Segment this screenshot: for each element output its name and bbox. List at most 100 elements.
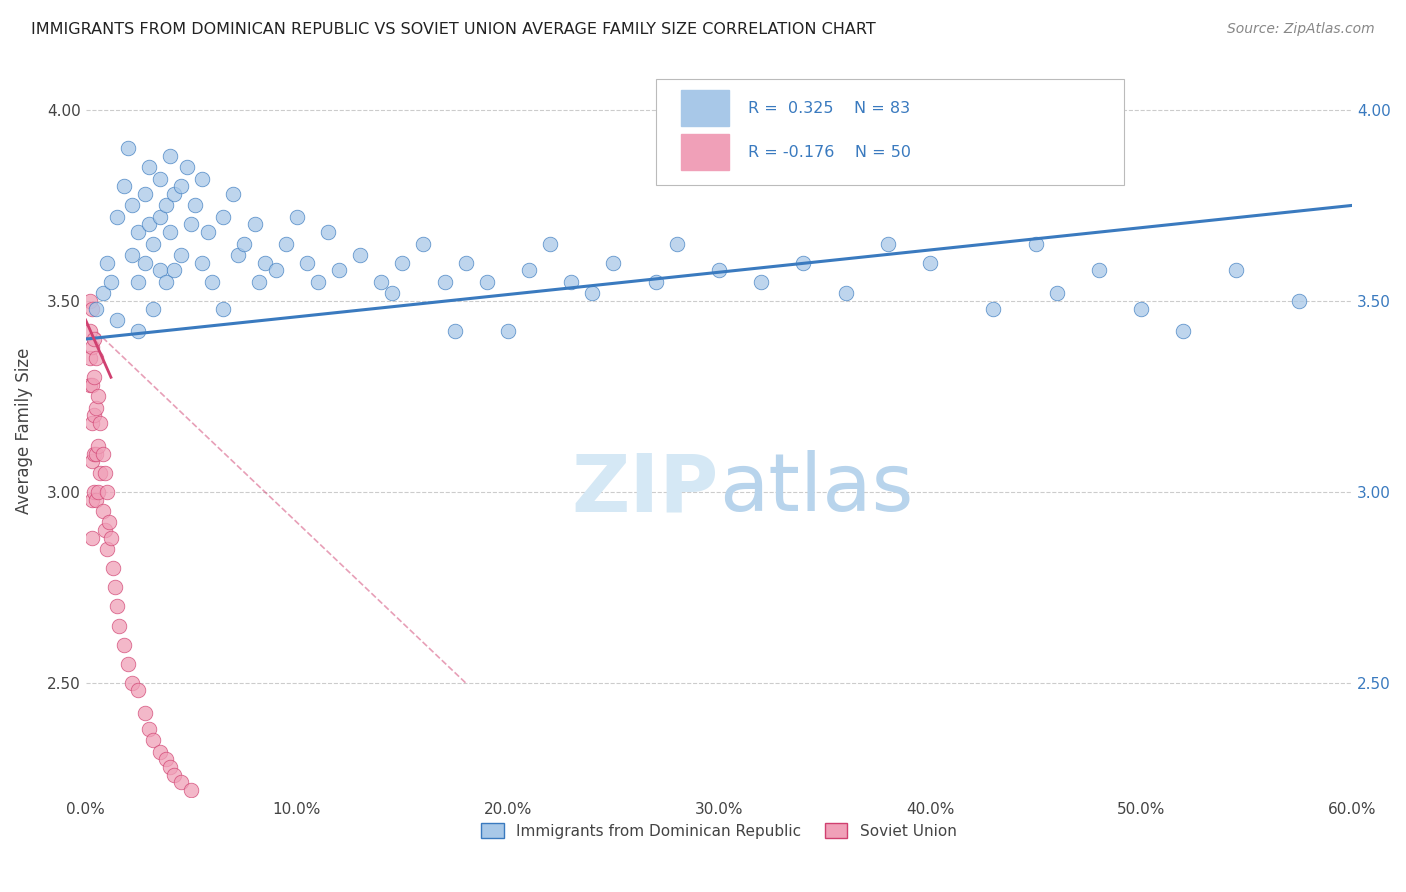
Point xyxy=(155,752,177,766)
Point xyxy=(876,236,898,251)
FancyBboxPatch shape xyxy=(655,78,1125,185)
Point xyxy=(918,255,941,269)
Point xyxy=(328,263,350,277)
Point xyxy=(121,198,143,212)
Point xyxy=(83,447,105,461)
Point xyxy=(163,767,186,781)
Point xyxy=(79,378,101,392)
Point xyxy=(83,484,105,499)
Point xyxy=(1025,236,1047,251)
Point xyxy=(159,225,181,239)
Point xyxy=(475,275,498,289)
Point xyxy=(602,255,624,269)
Point xyxy=(307,275,329,289)
Point xyxy=(84,401,107,415)
Point xyxy=(142,733,165,747)
Point xyxy=(163,263,186,277)
Bar xyxy=(681,135,730,169)
Point xyxy=(148,171,170,186)
Point xyxy=(538,236,561,251)
Point xyxy=(121,676,143,690)
Y-axis label: Average Family Size: Average Family Size xyxy=(15,348,32,514)
Point xyxy=(180,782,202,797)
Point xyxy=(1046,286,1069,301)
Point xyxy=(87,484,110,499)
Point xyxy=(84,447,107,461)
Point xyxy=(159,760,181,774)
Point xyxy=(84,351,107,366)
Text: IMMIGRANTS FROM DOMINICAN REPUBLIC VS SOVIET UNION AVERAGE FAMILY SIZE CORRELATI: IMMIGRANTS FROM DOMINICAN REPUBLIC VS SO… xyxy=(31,22,876,37)
Point xyxy=(254,255,277,269)
Point xyxy=(89,466,111,480)
Point xyxy=(80,301,103,316)
Point xyxy=(84,492,107,507)
Point xyxy=(91,286,114,301)
Point xyxy=(1288,293,1310,308)
Point xyxy=(134,706,156,721)
Point xyxy=(142,301,165,316)
Point xyxy=(169,248,191,262)
Point xyxy=(264,263,287,277)
Legend: Immigrants from Dominican Republic, Soviet Union: Immigrants from Dominican Republic, Sovi… xyxy=(475,816,963,845)
Point xyxy=(117,141,139,155)
Point xyxy=(91,504,114,518)
Point xyxy=(117,657,139,671)
Point xyxy=(89,416,111,430)
Point xyxy=(412,236,434,251)
Point xyxy=(184,198,207,212)
Point xyxy=(127,325,149,339)
Point xyxy=(79,325,101,339)
Point xyxy=(433,275,456,289)
Point xyxy=(101,561,124,575)
Point xyxy=(79,351,101,366)
Point xyxy=(108,618,131,632)
Point xyxy=(127,275,149,289)
Point xyxy=(138,722,160,736)
Text: R =  0.325    N = 83: R = 0.325 N = 83 xyxy=(748,101,910,116)
Text: Source: ZipAtlas.com: Source: ZipAtlas.com xyxy=(1227,22,1375,37)
Point xyxy=(391,255,413,269)
Point xyxy=(100,531,122,545)
Point xyxy=(112,638,135,652)
Point xyxy=(80,416,103,430)
Point xyxy=(84,301,107,316)
Point xyxy=(121,248,143,262)
Point xyxy=(180,218,202,232)
Point xyxy=(381,286,404,301)
Point xyxy=(176,160,198,174)
Point xyxy=(243,218,266,232)
Point xyxy=(87,439,110,453)
Point xyxy=(127,683,149,698)
Point xyxy=(285,210,308,224)
Point xyxy=(159,149,181,163)
Point xyxy=(1130,301,1153,316)
Point xyxy=(79,293,101,308)
Point xyxy=(87,389,110,403)
Point xyxy=(112,179,135,194)
Point xyxy=(105,210,128,224)
Point xyxy=(83,409,105,423)
Point xyxy=(233,236,256,251)
Point xyxy=(1225,263,1247,277)
Point xyxy=(142,236,165,251)
Point xyxy=(581,286,603,301)
Point xyxy=(105,313,128,327)
Point xyxy=(190,255,212,269)
Point xyxy=(222,186,245,201)
Point xyxy=(105,599,128,614)
Point xyxy=(138,218,160,232)
Point xyxy=(80,531,103,545)
Point xyxy=(792,255,814,269)
Point xyxy=(211,301,233,316)
Point xyxy=(444,325,467,339)
Point xyxy=(370,275,392,289)
Point xyxy=(104,580,127,594)
Point xyxy=(190,171,212,186)
Point xyxy=(155,275,177,289)
Point xyxy=(517,263,540,277)
Point xyxy=(834,286,856,301)
Point xyxy=(93,523,115,537)
Point xyxy=(197,225,219,239)
Point xyxy=(148,263,170,277)
Point xyxy=(665,236,688,251)
